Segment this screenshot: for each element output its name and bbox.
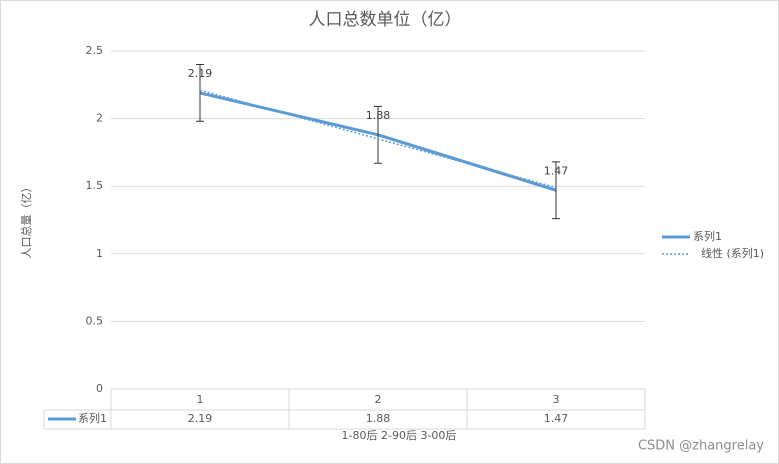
table-series-name: 系列1 xyxy=(78,411,107,425)
x-tick-label: 1 xyxy=(197,393,204,406)
y-axis-label: 人口总量（亿） xyxy=(19,182,33,259)
y-tick-label: 1.5 xyxy=(86,179,104,192)
table-value: 1.88 xyxy=(366,412,391,425)
data-label: 2.19 xyxy=(188,67,213,80)
y-tick-label: 0.5 xyxy=(86,314,104,327)
watermark: CSDN @zhangrelay xyxy=(638,439,764,454)
error-bar xyxy=(374,105,382,164)
y-tick-label: 0 xyxy=(96,382,103,395)
y-tick-label: 1 xyxy=(96,247,103,260)
legend-label: 系列1 xyxy=(693,229,722,243)
table-value: 2.19 xyxy=(188,412,213,425)
error-bar xyxy=(196,64,204,122)
error-bar xyxy=(552,161,560,220)
trend-line xyxy=(199,89,557,189)
chart-title: 人口总数单位（亿） xyxy=(309,10,462,30)
y-tick-label: 2.5 xyxy=(86,44,104,57)
table-value: 1.47 xyxy=(544,412,569,425)
legend-label: 线性 (系列1) xyxy=(701,246,764,260)
x-tick-label: 2 xyxy=(375,393,382,406)
data-label: 1.88 xyxy=(366,109,391,122)
x-tick-label: 3 xyxy=(553,393,560,406)
data-label: 1.47 xyxy=(544,164,569,177)
y-tick-label: 2 xyxy=(96,112,103,125)
x-axis-label: 1-80后 2-90后 3-00后 xyxy=(342,429,457,442)
